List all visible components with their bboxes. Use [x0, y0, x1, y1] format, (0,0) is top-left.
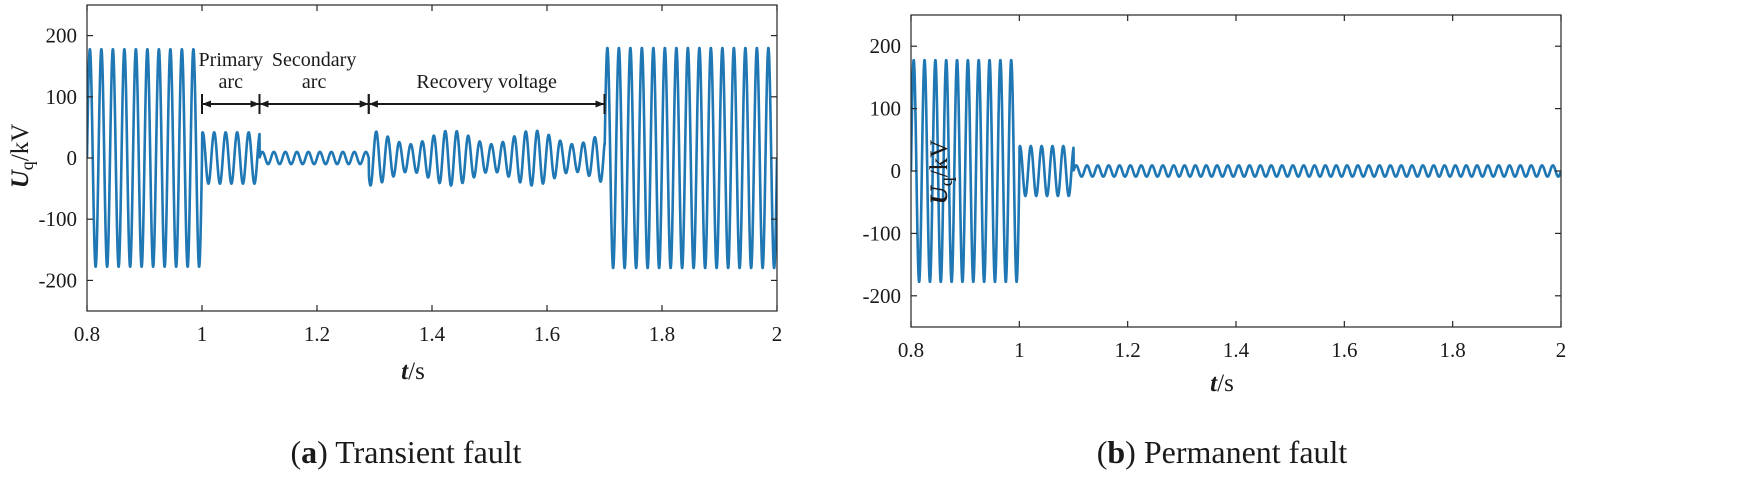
panel-b-y-tick-label: -200	[863, 284, 902, 308]
panel-a-y-tick-label: -200	[39, 268, 78, 292]
annotation-label: Recovery voltage	[416, 71, 557, 93]
panel-a-x-tick-label: 0.8	[74, 322, 100, 346]
panel-a-y-tick-label: 0	[67, 146, 78, 170]
panel-b-x-tick-label: 1	[1014, 338, 1025, 362]
panel-b-y-axis-label: Uq/kV	[926, 140, 956, 205]
panel-a-caption: (a) Transient fault	[290, 434, 521, 470]
panel-b-caption: (b) Permanent fault	[1097, 434, 1348, 470]
panel-b-y-tick-label: 0	[891, 159, 902, 183]
annotation-label: arc	[302, 71, 327, 93]
panel-a-transient-fault: 0.8 1 1.2 1.4 1.6 1.8 2 -200 -100 0 100 200 Primary…	[7, 4, 783, 470]
annotation-label: Secondary	[272, 49, 356, 71]
panel-b-permanent-fault: 0.8 1 1.2 1.4 1.6 1.8 2 -200 -100 0 100 200 t/s Uq/…	[863, 14, 1567, 470]
annotation-label: Primary	[199, 49, 263, 71]
panel-a-y-axis-label: Uq/kV	[7, 124, 37, 189]
panel-a-x-tick-label: 1.6	[534, 322, 560, 346]
panel-a-ticks: 0.8 1 1.2 1.4 1.6 1.8 2 -200 -100 0 100 200	[39, 5, 783, 346]
panel-a-y-tick-label: 100	[46, 85, 78, 109]
panel-b-y-tick-label: 200	[870, 34, 902, 58]
panel-b-series-line	[911, 58, 1561, 284]
panel-b-x-tick-label: 0.8	[898, 338, 924, 362]
panel-b-ticks: 0.8 1 1.2 1.4 1.6 1.8 2 -200 -100 0 100 200	[863, 15, 1567, 362]
panel-b-y-tick-label: -100	[863, 221, 902, 245]
annotation-label: arc	[219, 71, 244, 93]
panel-b-x-tick-label: 1.6	[1331, 338, 1357, 362]
panel-a-x-tick-label: 1.4	[419, 322, 446, 346]
panel-a-x-tick-label: 1	[197, 322, 208, 346]
panel-a-x-tick-label: 1.2	[304, 322, 330, 346]
panel-b-waveform	[911, 58, 1561, 284]
panel-a-x-axis-label: t/s	[401, 358, 425, 385]
panel-a-y-tick-label: -100	[39, 207, 78, 231]
panel-a-y-tick-label: 200	[46, 24, 78, 48]
panel-b-x-axis-label: t/s	[1210, 370, 1234, 397]
panel-a-x-tick-label: 1.8	[649, 322, 675, 346]
panel-b-x-tick-label: 1.2	[1115, 338, 1141, 362]
panel-b-x-tick-label: 2	[1556, 338, 1567, 362]
panel-a-x-tick-label: 2	[772, 322, 783, 346]
panel-a-waveform	[87, 46, 777, 270]
panel-b-x-tick-label: 1.8	[1440, 338, 1466, 362]
panel-a-series-line	[87, 46, 777, 270]
panel-b-x-tick-label: 1.4	[1223, 338, 1250, 362]
panel-b-y-tick-label: 100	[870, 97, 902, 121]
